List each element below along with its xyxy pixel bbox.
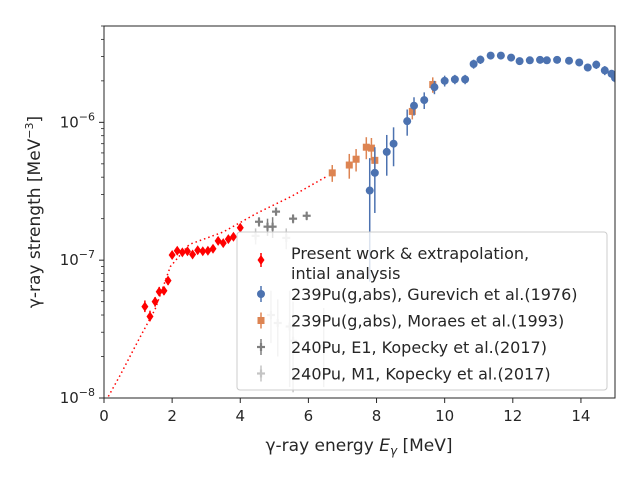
- data-point: [255, 217, 264, 226]
- series-3: [255, 207, 311, 238]
- data-point: [352, 155, 360, 163]
- data-point: [496, 51, 505, 60]
- legend-label: Present work & extrapolation,: [291, 244, 529, 263]
- legend-entry-0: Present work & extrapolation,intial anal…: [257, 244, 529, 283]
- data-point: [189, 249, 197, 260]
- data-point: [272, 207, 281, 216]
- data-point: [507, 53, 516, 62]
- x-tick-label: 14: [571, 407, 590, 425]
- series-2: [328, 77, 437, 182]
- data-point: [160, 285, 168, 296]
- x-tick-label: 8: [372, 407, 382, 425]
- x-tick-label: 2: [167, 407, 177, 425]
- extrapolation-line: [106, 176, 326, 398]
- x-tick-label: 4: [235, 407, 245, 425]
- data-point: [553, 55, 562, 64]
- data-point: [440, 76, 449, 85]
- legend-entry-1: 239Pu(g,abs), Gurevich et al.(1976): [257, 285, 578, 304]
- legend-label: 239Pu(g,abs), Gurevich et al.(1976): [291, 285, 578, 304]
- legend-box: [236, 231, 608, 391]
- data-point: [328, 169, 336, 177]
- data-point: [389, 139, 398, 148]
- data-point: [302, 211, 311, 220]
- y-axis-title: γ-ray strength [MeV−3]: [23, 116, 45, 308]
- x-tick-label: 6: [304, 407, 314, 425]
- data-point: [575, 58, 584, 67]
- x-tick-label: 10: [435, 407, 454, 425]
- data-point: [367, 144, 375, 152]
- legend-label: intial analysis: [291, 264, 400, 283]
- data-point: [476, 55, 485, 64]
- legend: Present work & extrapolation,intial anal…: [236, 231, 608, 391]
- data-point: [164, 275, 172, 286]
- data-point: [370, 168, 379, 177]
- series-0: [106, 176, 326, 398]
- data-point: [486, 51, 495, 60]
- legend-entry-4: 240Pu, M1, Kopecky et al.(2017): [257, 365, 551, 384]
- data-point: [194, 245, 202, 256]
- data-point: [146, 311, 154, 322]
- data-point: [515, 57, 524, 66]
- data-point: [536, 55, 545, 64]
- data-point: [219, 238, 227, 249]
- legend-marker: [257, 343, 265, 351]
- data-point: [600, 66, 609, 75]
- y-tick-label: 10−7: [60, 248, 95, 269]
- data-point: [168, 250, 176, 261]
- data-point: [542, 56, 551, 65]
- data-point: [155, 286, 163, 297]
- legend-label: 239Pu(g,abs), Moraes et al.(1993): [291, 312, 564, 331]
- data-point: [204, 245, 212, 256]
- data-point: [592, 60, 601, 69]
- plot-frame: [103, 25, 616, 399]
- data-point: [289, 214, 298, 223]
- legend-entries: Present work & extrapolation,intial anal…: [257, 244, 578, 384]
- legend-marker: [257, 290, 265, 298]
- data-point: [450, 75, 459, 84]
- data-point: [410, 101, 419, 110]
- y-tick-label: 10−6: [60, 110, 95, 131]
- axis-ticks: 0 2 4 6 8 10 12 14 10−8 10−7 10−6: [60, 25, 590, 425]
- data-point: [408, 107, 416, 115]
- data-point: [345, 161, 353, 169]
- data-point: [611, 73, 615, 82]
- data-point: [365, 186, 374, 195]
- data-point: [420, 96, 429, 105]
- legend-label: 240Pu, M1, Kopecky et al.(2017): [291, 365, 551, 384]
- data-point: [209, 243, 217, 254]
- data-point: [229, 231, 237, 242]
- data-point: [565, 56, 574, 65]
- data-point: [151, 296, 159, 307]
- data-point: [403, 117, 412, 126]
- data-point: [430, 83, 439, 92]
- data-point: [183, 246, 191, 257]
- x-axis-title: γ-ray energy Eγ [MeV]: [265, 436, 452, 458]
- y-tick-label: 10−8: [60, 386, 95, 407]
- legend-marker: [257, 317, 265, 324]
- legend-marker: [257, 255, 265, 265]
- data-point: [214, 235, 222, 246]
- data-point: [173, 245, 181, 256]
- data-point: [583, 63, 592, 72]
- data-point: [461, 75, 470, 84]
- data-point: [469, 60, 478, 69]
- data-point: [268, 222, 277, 231]
- data-point: [236, 222, 244, 233]
- data-point: [178, 247, 186, 258]
- data-point: [199, 246, 207, 257]
- series-1: [365, 51, 615, 282]
- data-point: [141, 301, 149, 312]
- x-tick-label: 0: [99, 407, 109, 425]
- legend-marker: [257, 369, 265, 378]
- data-point: [525, 56, 534, 65]
- legend-entry-3: 240Pu, E1, Kopecky et al.(2017): [257, 338, 547, 357]
- legend-label: 240Pu, E1, Kopecky et al.(2017): [291, 338, 547, 357]
- x-tick-label: 12: [503, 407, 522, 425]
- data-point: [362, 143, 370, 151]
- legend-entry-2: 239Pu(g,abs), Moraes et al.(1993): [257, 312, 564, 331]
- data-point: [382, 147, 391, 156]
